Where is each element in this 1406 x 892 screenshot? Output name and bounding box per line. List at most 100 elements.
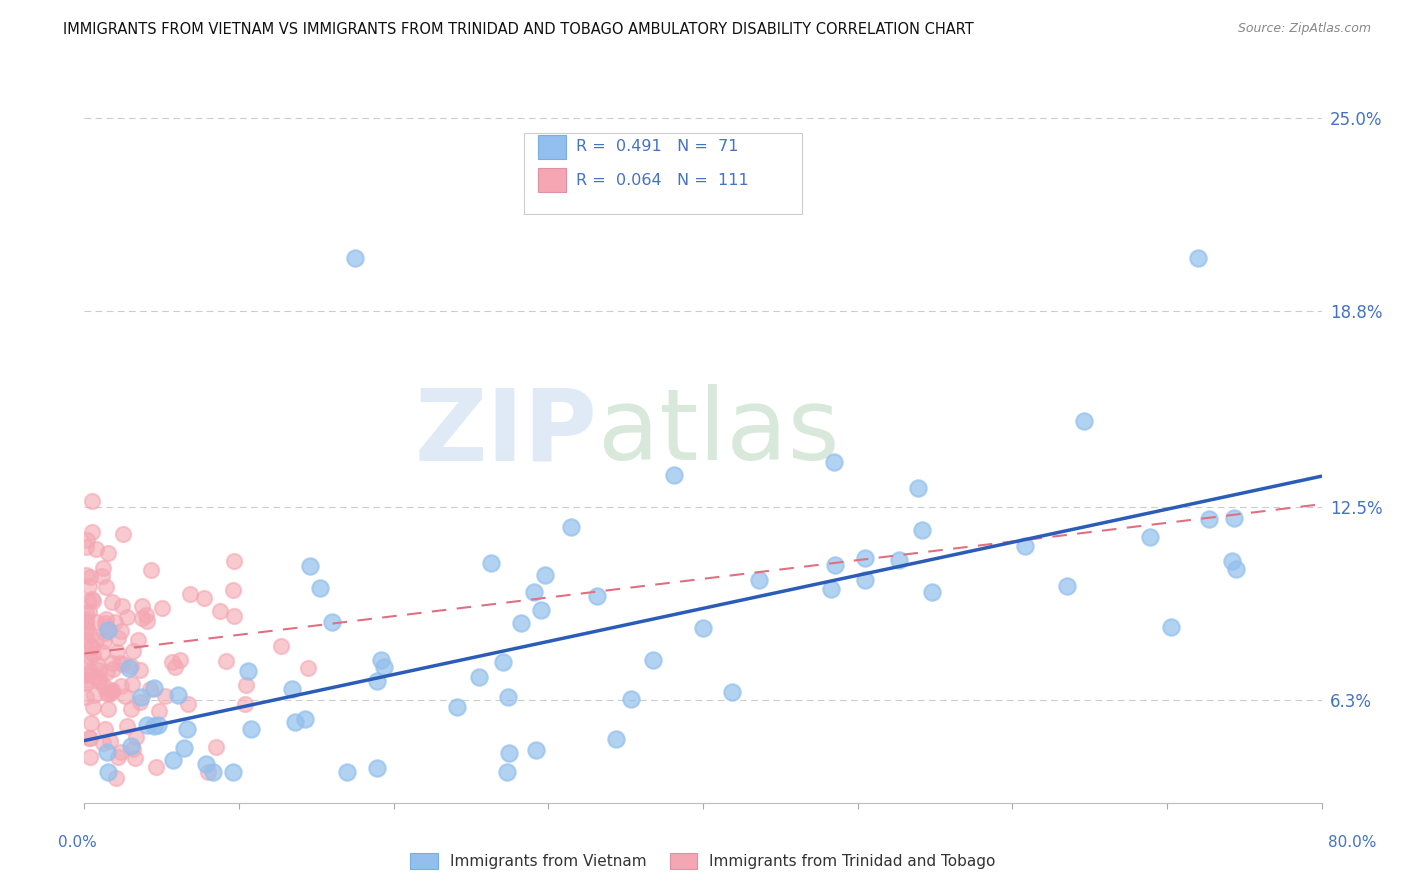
Point xyxy=(921,585,943,599)
Point xyxy=(79,731,101,746)
Point xyxy=(100,686,122,700)
Point xyxy=(89,673,111,688)
Point xyxy=(1014,539,1036,553)
Point xyxy=(139,681,162,696)
Point xyxy=(127,632,149,647)
Point xyxy=(222,582,245,597)
Point xyxy=(236,664,259,678)
Point xyxy=(93,633,115,648)
Point xyxy=(498,746,520,760)
FancyBboxPatch shape xyxy=(523,133,801,214)
Point xyxy=(82,494,104,508)
Point xyxy=(120,702,142,716)
Text: Source: ZipAtlas.com: Source: ZipAtlas.com xyxy=(1237,22,1371,36)
Point xyxy=(75,607,97,621)
Point xyxy=(97,687,120,701)
Point xyxy=(76,621,98,635)
Point xyxy=(128,663,150,677)
Point xyxy=(510,616,533,631)
Point xyxy=(1073,414,1095,428)
Point xyxy=(370,653,392,667)
FancyBboxPatch shape xyxy=(538,135,565,159)
Point xyxy=(1187,252,1209,266)
Point xyxy=(889,553,911,567)
Text: atlas: atlas xyxy=(598,384,839,481)
Point xyxy=(222,554,245,568)
Point xyxy=(343,252,366,266)
Point xyxy=(79,639,101,653)
Point xyxy=(605,732,627,747)
Point xyxy=(162,655,184,669)
Point xyxy=(80,640,103,654)
Point xyxy=(128,695,150,709)
Point xyxy=(79,664,101,678)
Point xyxy=(145,760,167,774)
Legend: Immigrants from Vietnam, Immigrants from Trinidad and Tobago: Immigrants from Vietnam, Immigrants from… xyxy=(404,847,1002,875)
Point xyxy=(75,690,97,705)
Point xyxy=(120,739,142,753)
Point xyxy=(148,704,170,718)
Point xyxy=(907,481,929,495)
Point xyxy=(1139,530,1161,544)
Point xyxy=(90,568,112,582)
Point xyxy=(662,467,685,482)
Point xyxy=(366,762,388,776)
Point xyxy=(193,591,215,606)
Point xyxy=(96,686,118,700)
Point xyxy=(75,612,97,626)
Point xyxy=(101,595,124,609)
Point xyxy=(150,601,173,615)
Point xyxy=(496,690,519,704)
Point xyxy=(853,573,876,587)
Point xyxy=(110,745,132,759)
Point xyxy=(284,714,307,729)
Point xyxy=(101,683,124,698)
Point xyxy=(118,661,141,675)
Point xyxy=(86,670,108,684)
Point xyxy=(104,615,127,630)
Point xyxy=(76,533,98,548)
Point xyxy=(96,665,118,679)
Point xyxy=(93,679,115,693)
Point xyxy=(194,756,217,771)
Point xyxy=(146,717,169,731)
Point xyxy=(534,568,557,582)
Point xyxy=(124,751,146,765)
Point xyxy=(179,587,201,601)
Point xyxy=(82,594,104,608)
Point xyxy=(224,608,246,623)
Point xyxy=(270,639,292,653)
Point xyxy=(233,697,256,711)
Point xyxy=(107,631,129,645)
Point xyxy=(91,736,114,750)
Point xyxy=(163,659,186,673)
Point xyxy=(586,589,609,603)
Point xyxy=(139,563,162,577)
Point xyxy=(114,690,136,704)
Point xyxy=(97,764,120,779)
Point xyxy=(366,673,388,688)
Point xyxy=(142,681,165,696)
Point xyxy=(111,657,134,672)
Point xyxy=(492,656,515,670)
Point xyxy=(121,677,143,691)
Point xyxy=(239,722,262,736)
Point xyxy=(176,697,198,711)
Point xyxy=(79,731,101,745)
Point xyxy=(75,632,97,647)
Point xyxy=(101,656,124,670)
Point xyxy=(167,688,190,702)
Point xyxy=(98,734,121,748)
Point xyxy=(201,764,224,779)
Point xyxy=(176,723,198,737)
Point xyxy=(77,579,100,593)
Point xyxy=(824,558,846,573)
Point xyxy=(235,678,257,692)
Point xyxy=(75,673,97,688)
Point xyxy=(121,644,143,658)
Point xyxy=(75,655,97,669)
Point xyxy=(155,689,177,703)
Text: 0.0%: 0.0% xyxy=(58,836,97,850)
Text: R =  0.064   N =  111: R = 0.064 N = 111 xyxy=(575,173,748,187)
Point xyxy=(97,624,120,638)
